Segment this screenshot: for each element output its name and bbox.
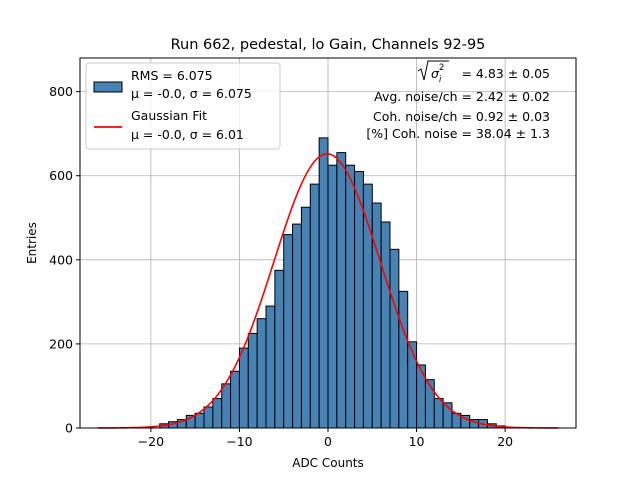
x-tick-label: 0 [324,434,332,449]
legend-histogram-swatch [93,81,123,93]
histogram-bar [433,398,444,429]
histogram-bar [238,347,249,429]
histogram-bar [283,234,294,429]
annotation-avg-noise: Avg. noise/ch = 2.42 ± 0.02 [374,89,550,104]
y-tick-label: 800 [49,84,73,99]
histogram-bar [389,248,400,429]
annotation-coh-noise: Coh. noise/ch = 0.92 ± 0.03 [373,109,550,124]
y-tick-label: 400 [49,252,73,267]
y-axis-ticks: 0 200 400 600 800 [49,84,80,436]
svg-text:i: i [439,75,442,85]
y-tick-label: 600 [49,168,73,183]
histogram-bar [327,164,338,429]
y-tick-label: 200 [49,336,73,351]
histogram-bar [318,137,329,429]
legend-fit-label-line2: μ = -0.0, σ = 6.01 [131,127,244,142]
histogram-bar [354,171,364,429]
x-tick-label: 10 [409,434,425,449]
x-tick-label: −10 [226,434,252,449]
gaussian-fit [97,153,559,429]
chart-title: Run 662, pedestal, lo Gain, Channels 92-… [171,37,486,53]
sqrt-sigma-symbol: σ 2 i [417,60,449,85]
histogram-bar [212,398,223,429]
y-tick-label: 0 [65,421,73,436]
legend-fit-label-line1: Gaussian Fit [131,108,207,123]
x-tick-label: −20 [138,434,164,449]
y-axis-label: Entries [25,222,39,264]
legend-box [85,62,281,150]
legend-histogram-label-line1: RMS = 6.075 [131,68,213,83]
histogram-bars [159,137,506,429]
histogram-bar [336,152,347,429]
legend-histogram-label-line2: μ = -0.0, σ = 6.075 [131,86,252,101]
histogram-bar [247,332,258,429]
histogram-bar [398,290,409,429]
gaussian-fit-curve [97,153,559,429]
histogram-bar [309,183,320,429]
svg-text:σ: σ [431,66,440,81]
histogram-bar [380,221,391,429]
x-axis-ticks: −20 −10 0 10 20 [138,428,513,449]
x-axis-label: ADC Counts [292,456,364,470]
histogram-bar [194,412,205,429]
histogram-bar [274,269,285,429]
histogram-bar [265,305,276,429]
annotation-coh-noise-percent: [%] Coh. noise = 38.04 ± 1.3 [366,126,550,141]
histogram-bar [407,341,418,429]
histogram-bar [371,202,382,429]
svg-text:2: 2 [439,63,444,73]
histogram-bar [345,164,356,429]
legend: RMS = 6.075 μ = -0.0, σ = 6.075 Gaussian… [85,62,281,150]
histogram-bar [362,183,373,429]
histogram-bar [256,318,267,429]
histogram-bar [230,370,240,429]
histogram-bar [221,383,232,429]
annotation-sigma-value: = 4.83 ± 0.05 [461,66,550,81]
noise-annotations: σ 2 i = 4.83 ± 0.05 Avg. noise/ch = 2.42… [366,60,550,141]
histogram-bar [292,223,302,429]
histogram-bar [300,206,311,429]
histogram-bar [203,406,214,429]
histogram-bar [424,379,435,429]
x-tick-label: 20 [497,434,513,449]
